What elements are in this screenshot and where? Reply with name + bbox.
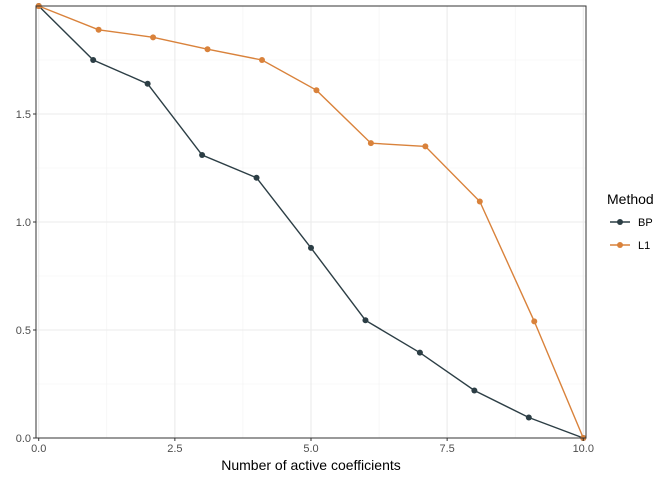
legend-key-point [617,242,623,248]
x-axis: 0.0 2.5 5.0 7.5 10.0 [31,438,594,455]
data-point-l1 [258,57,265,63]
x-tick-label: 7.5 [439,443,454,455]
legend-label-bp: BP [638,217,653,229]
data-point-bp [416,349,423,356]
data-point-bp [525,414,532,421]
data-point-bp [90,57,97,63]
data-point-l1 [476,198,483,205]
legend-key-bp [610,219,630,225]
data-point-l1 [95,26,102,33]
x-tick-label: 5.0 [303,443,318,455]
data-point-l1 [204,46,211,53]
y-tick-label: 1.0 [16,217,31,229]
legend-title: Method [607,191,654,207]
data-point-l1 [313,87,320,94]
data-point-bp [362,317,369,324]
data-point-bp [471,387,478,394]
x-tick-label: 10.0 [573,443,594,455]
legend-key-point [617,219,623,225]
y-tick-label: 0.5 [16,325,31,337]
y-axis: 0.0 0.5 1.0 1.5 [16,109,36,445]
x-tick-label: 0.0 [31,443,46,455]
data-point-bp [199,152,206,159]
legend: Method BP L1 [607,191,654,252]
data-point-bp [144,80,151,87]
y-tick-label: 0.0 [16,433,31,445]
legend-key-l1 [610,242,630,248]
legend-label-l1: L1 [638,240,650,252]
data-point-l1 [150,34,157,41]
data-point-l1 [422,143,429,150]
data-point-l1 [367,140,374,147]
x-tick-label: 2.5 [167,443,182,455]
data-point-bp [253,174,260,181]
data-point-l1 [531,318,538,325]
series-l1 [35,3,587,441]
x-axis-title: Number of active coefficients [221,457,401,473]
y-tick-label: 1.5 [16,109,31,121]
data-point-bp [308,244,314,251]
